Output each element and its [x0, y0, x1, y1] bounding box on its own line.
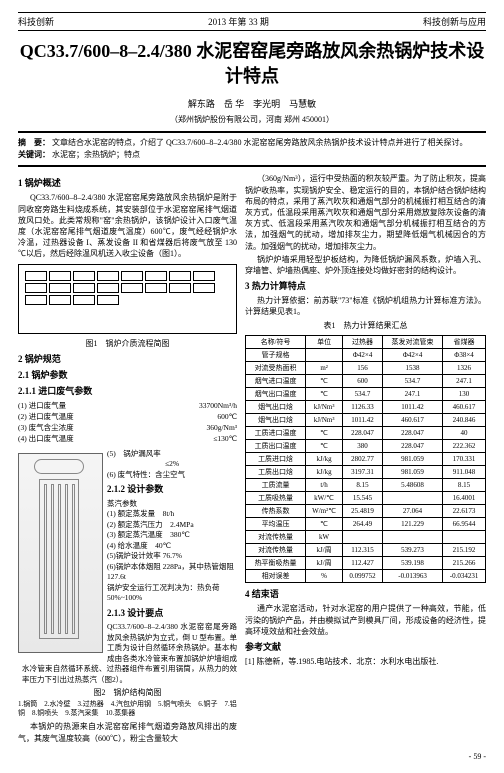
table-row: 烟气出口温度℃534.7247.1130 [246, 388, 486, 401]
header-center: 2013 年第 33 期 [208, 15, 269, 28]
abstract-text: 文章结合水泥窑的特点，介绍了 QC33.7/600–8–2.4/380 水泥窑窑… [52, 138, 468, 147]
col2-p1: （360g/Nm³），运行中受热面的积灰较严重。为了防止积灰，提高锅炉收热率，实… [245, 173, 486, 251]
ref-heading: 参考文献 [245, 640, 486, 653]
col2-p4: 通产水泥窑活动，针对水泥窑的用户提供了一种高效，节能，低污染的锅炉产品，并由模拟… [245, 603, 486, 637]
right-column: （360g/Nm³），运行中受热面的积灰较严重。为了防止积灰，提高锅炉收热率，实… [245, 173, 486, 745]
abstract-label: 摘 要： [18, 138, 50, 147]
table-header-row: 名称/符号 单位 过热器 蒸发对流管束 省煤器 [246, 336, 486, 349]
table-row: 相对误差%0.099752-0.013963-0.034231 [246, 570, 486, 583]
two-column-content: 1 锅炉概述 QC33.7/600–8–2.4/380 水泥窑窑尾旁路放风余热锅… [18, 173, 486, 745]
fig2-legend: 1.锅筒 2.水冷壁 3.过热器 4.汽包炉用钢 5.铜气喷头 6.铜子 7.铝… [18, 700, 237, 718]
table-row: 对流受热面积m²15615381326 [246, 362, 486, 375]
table-row: 工质出口温度℃380228.047222.362 [246, 440, 486, 453]
page-header: 科技创新 2013 年第 33 期 科技创新与应用 [18, 12, 486, 31]
table-row: 工质进口焓kJ/kg2802.77981.059170.331 [246, 453, 486, 466]
table1: 名称/符号 单位 过热器 蒸发对流管束 省煤器 管子规格Φ42×4Φ42×4Φ3… [245, 335, 486, 583]
sec4-heading: 4 结束语 [245, 587, 486, 600]
header-left: 科技创新 [18, 15, 54, 28]
abstract-block: 摘 要： 文章结合水泥窑的特点，介绍了 QC33.7/600–8–2.4/380… [18, 131, 486, 167]
figure1-diagram [18, 264, 237, 334]
table-row: 烟气出口焓kJ/Nm³1126.331011.42460.617 [246, 401, 486, 414]
table-row: 管子规格Φ42×4Φ42×4Φ38×4 [246, 349, 486, 362]
sec21-heading: 2.1 锅炉参数 [18, 368, 237, 381]
table-row: 烟气进口温度℃600534.7247.1 [246, 375, 486, 388]
sec3-heading: 3 热力计算特点 [245, 279, 486, 292]
table-row: 平均温压℃264.49121.22966.9544 [246, 518, 486, 531]
sec211-heading: 2.1.1 进口废气参数 [18, 384, 237, 397]
keywords-text: 水泥窑；余热锅炉；特点 [52, 150, 140, 159]
article-title: QC33.7/600–8–2.4/380 水泥窑窑尾旁路放风余热锅炉技术设计特点 [18, 39, 486, 89]
keywords-label: 关键词： [18, 150, 50, 159]
col2-p3: 热力计算依据：前苏联"73"标准《锅炉机组热力计算标准方法》。计算结果见表1。 [245, 295, 486, 317]
table-row: 工质流量t/h8.155.486088.15 [246, 479, 486, 492]
table-row: 热平衡吸热量kJ/周112.427539.198215.266 [246, 557, 486, 570]
fig2-caption: 图2 锅炉结构简图 [18, 687, 237, 698]
table-row: 传热系数W/m²℃25.481927.06422.6173 [246, 505, 486, 518]
col2-p2: 锅炉炉墙采用轻型护板结构，为降低锅炉漏风系数，炉墙入孔、穿墙管、炉墙热偶座、炉外… [245, 254, 486, 276]
left-column: 1 锅炉概述 QC33.7/600–8–2.4/380 水泥窑窑尾旁路放风余热锅… [18, 173, 237, 745]
params-211: (1) 进口废气量33700Nm³/h (2) 进口废气温度600℃ (3) 废… [18, 400, 237, 445]
table-row: 对流传热量kJ/周112.315539.273215.192 [246, 544, 486, 557]
table-row: 对流传热量kW [246, 531, 486, 544]
table1-caption: 表1 热力计算结果汇总 [245, 320, 486, 331]
sec1-heading: 1 锅炉概述 [18, 176, 237, 189]
sec1-p1: QC33.7/600–8–2.4/380 水泥窑窑尾旁路放风余热锅炉是附于同收窑… [18, 192, 237, 259]
figure2-drawing [18, 453, 103, 653]
page-number: - 59 - [18, 752, 486, 761]
table-row: 烟气出口焓kJ/Nm³1011.42460.617240.846 [246, 414, 486, 427]
table-row: 工质出口焓kJ/kg3197.31981.059911.048 [246, 466, 486, 479]
affiliation: （郑州锅炉股份有限公司，河南 郑州 450001） [18, 114, 486, 125]
sec2-heading: 2 锅炉规范 [18, 352, 237, 365]
ref-text: [1] 陈德新，等.1985.电站技术．北京：水利水电出版社. [245, 656, 486, 667]
header-right: 科技创新与应用 [423, 15, 486, 28]
table-row: 工质进口温度℃228.047228.04740 [246, 427, 486, 440]
authors: 解东路 岳 华 李光明 马慧敏 [18, 97, 486, 110]
fig1-caption: 图1 锅炉介质流程简图 [18, 338, 237, 349]
table-row: 工质吸热量kW/℃15.54516.4001 [246, 492, 486, 505]
p213b: 本锅炉的热源来自水泥窑窑尾排气烟道旁路放风排出的废气，其废气温度较高（600℃）… [18, 721, 237, 743]
